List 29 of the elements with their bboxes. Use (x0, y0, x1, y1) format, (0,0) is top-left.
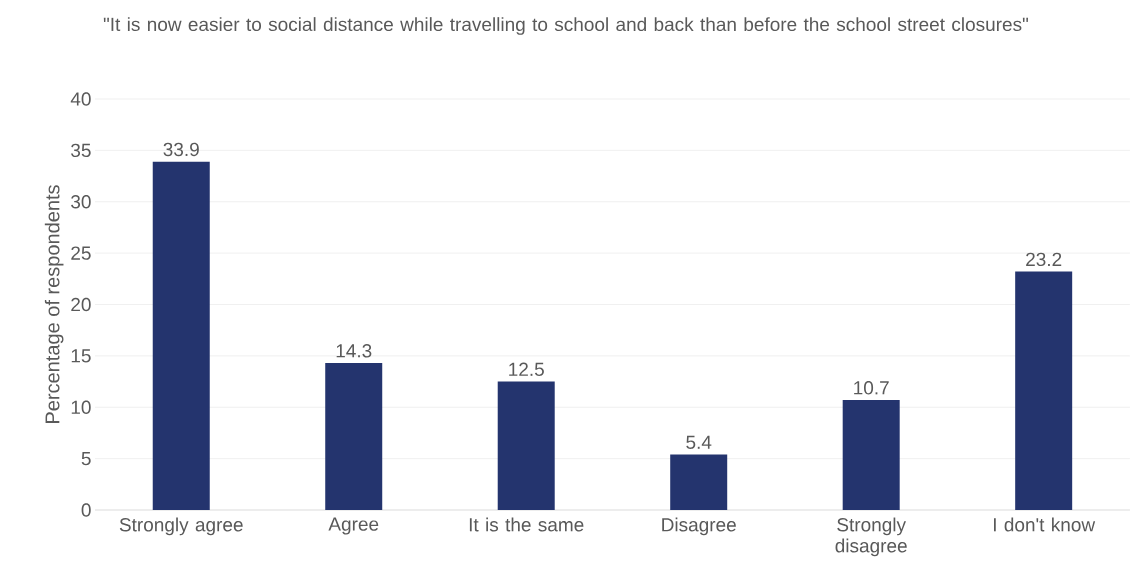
x-tick-label: Disagree (662, 517, 736, 536)
data-label: 10.7 (854, 381, 889, 395)
y-tick-label: 15 (71, 349, 91, 363)
bar (325, 363, 383, 510)
x-tick-label: Strongly agree (119, 517, 243, 536)
data-label: 33.9 (163, 142, 199, 157)
x-tick-label: Strongly disagree (835, 517, 907, 557)
data-label: 5.4 (686, 435, 712, 449)
bar (670, 454, 728, 510)
y-tick-label: 40 (70, 92, 91, 106)
y-tick-label: 10 (71, 400, 91, 414)
x-tick-label: Agree (328, 517, 379, 535)
y-tick-label: 0 (81, 503, 91, 517)
bar (152, 161, 210, 510)
y-tick-label: 35 (71, 143, 91, 158)
data-label: 14.3 (336, 344, 372, 358)
x-tick-label: I don't know (993, 517, 1096, 532)
data-label: 23.2 (1026, 252, 1062, 267)
y-tick-label: 25 (71, 246, 91, 260)
chart-title: "It is now easier to social distance while travelling to school and back than before the school street closures" (103, 17, 1029, 35)
y-tick-label: 5 (81, 452, 91, 466)
y-axis-title: Percentage of respondents (44, 185, 64, 423)
bar (1015, 271, 1073, 510)
data-label: 12.5 (509, 362, 544, 377)
y-tick-label: 20 (71, 297, 91, 312)
x-tick-label: It is the same (469, 517, 584, 532)
bar (842, 400, 900, 510)
bar (497, 381, 555, 510)
y-tick-label: 30 (71, 195, 91, 209)
